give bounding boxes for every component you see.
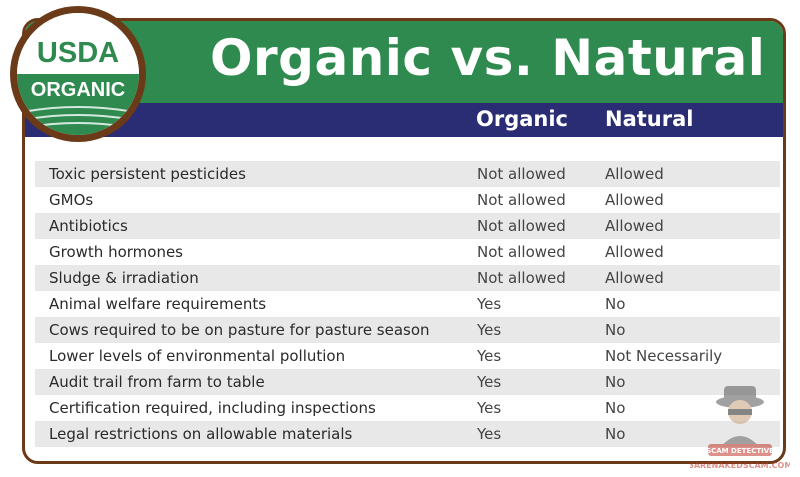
table-row: Growth hormones Not allowed Allowed [35, 239, 780, 265]
row-label: Lower levels of environmental pollution [49, 347, 346, 365]
table-row: GMOs Not allowed Allowed [35, 187, 780, 213]
organic-value: Not allowed [477, 217, 566, 235]
natural-value: Allowed [605, 165, 664, 183]
seal-organic-text: ORGANIC [30, 79, 126, 101]
comparison-table: Toxic persistent pesticides Not allowed … [35, 161, 780, 447]
natural-value: No [605, 399, 626, 417]
row-label: Audit trail from farm to table [49, 373, 265, 391]
natural-value: No [605, 321, 626, 339]
table-row: Toxic persistent pesticides Not allowed … [35, 161, 780, 187]
table-row: Lower levels of environmental pollution … [35, 343, 780, 369]
organic-value: Not allowed [477, 269, 566, 287]
column-header-natural: Natural [605, 107, 694, 131]
watermark-badge-text: SCAM DETECTIVE [706, 447, 774, 455]
organic-value: Yes [477, 425, 502, 443]
row-label: Cows required to be on pasture for pastu… [49, 321, 430, 339]
table-row: Antibiotics Not allowed Allowed [35, 213, 780, 239]
table-row: Audit trail from farm to table Yes No [35, 369, 780, 395]
organic-value: Not allowed [477, 243, 566, 261]
seal-inner: USDA ORGANIC [17, 13, 139, 135]
table-row: Animal welfare requirements Yes No [35, 291, 780, 317]
natural-value: No [605, 295, 626, 313]
row-label: Legal restrictions on allowable material… [49, 425, 353, 443]
natural-value: No [605, 425, 626, 443]
natural-value: Allowed [605, 217, 664, 235]
organic-value: Yes [477, 373, 502, 391]
row-label: Sludge & irradiation [49, 269, 199, 287]
natural-value: Not Necessarily [605, 347, 723, 365]
organic-value: Not allowed [477, 191, 566, 209]
scam-detective-watermark: SCAM DETECTIVE BARENAKEDSCAM.COM [690, 386, 790, 470]
seal-field-lines-icon [17, 106, 139, 130]
table-row: Certification required, including inspec… [35, 395, 780, 421]
row-label: Antibiotics [49, 217, 128, 235]
comparison-card: Organic vs. Natural Organic Natural Toxi… [22, 18, 786, 464]
organic-value: Yes [477, 347, 502, 365]
row-label: Certification required, including inspec… [49, 399, 376, 417]
row-label: GMOs [49, 191, 94, 209]
organic-value: Yes [477, 399, 502, 417]
natural-value: No [605, 373, 626, 391]
row-label: Toxic persistent pesticides [49, 165, 246, 183]
column-header-organic: Organic [476, 107, 569, 131]
title-band [25, 21, 783, 103]
table-row: Cows required to be on pasture for pastu… [35, 317, 780, 343]
table-row: Legal restrictions on allowable material… [35, 421, 780, 447]
column-header-band [25, 103, 783, 137]
row-label: Growth hormones [49, 243, 183, 261]
natural-value: Allowed [605, 269, 664, 287]
usda-organic-seal: USDA ORGANIC [10, 6, 146, 142]
organic-value: Not allowed [477, 165, 566, 183]
seal-usda-text: USDA [36, 37, 120, 69]
watermark-site-text: BARENAKEDSCAM.COM [690, 461, 790, 470]
organic-value: Yes [477, 321, 502, 339]
row-label: Animal welfare requirements [49, 295, 267, 313]
organic-value: Yes [477, 295, 502, 313]
natural-value: Allowed [605, 191, 664, 209]
page-title: Organic vs. Natural [210, 29, 766, 87]
natural-value: Allowed [605, 243, 664, 261]
table-row: Sludge & irradiation Not allowed Allowed [35, 265, 780, 291]
